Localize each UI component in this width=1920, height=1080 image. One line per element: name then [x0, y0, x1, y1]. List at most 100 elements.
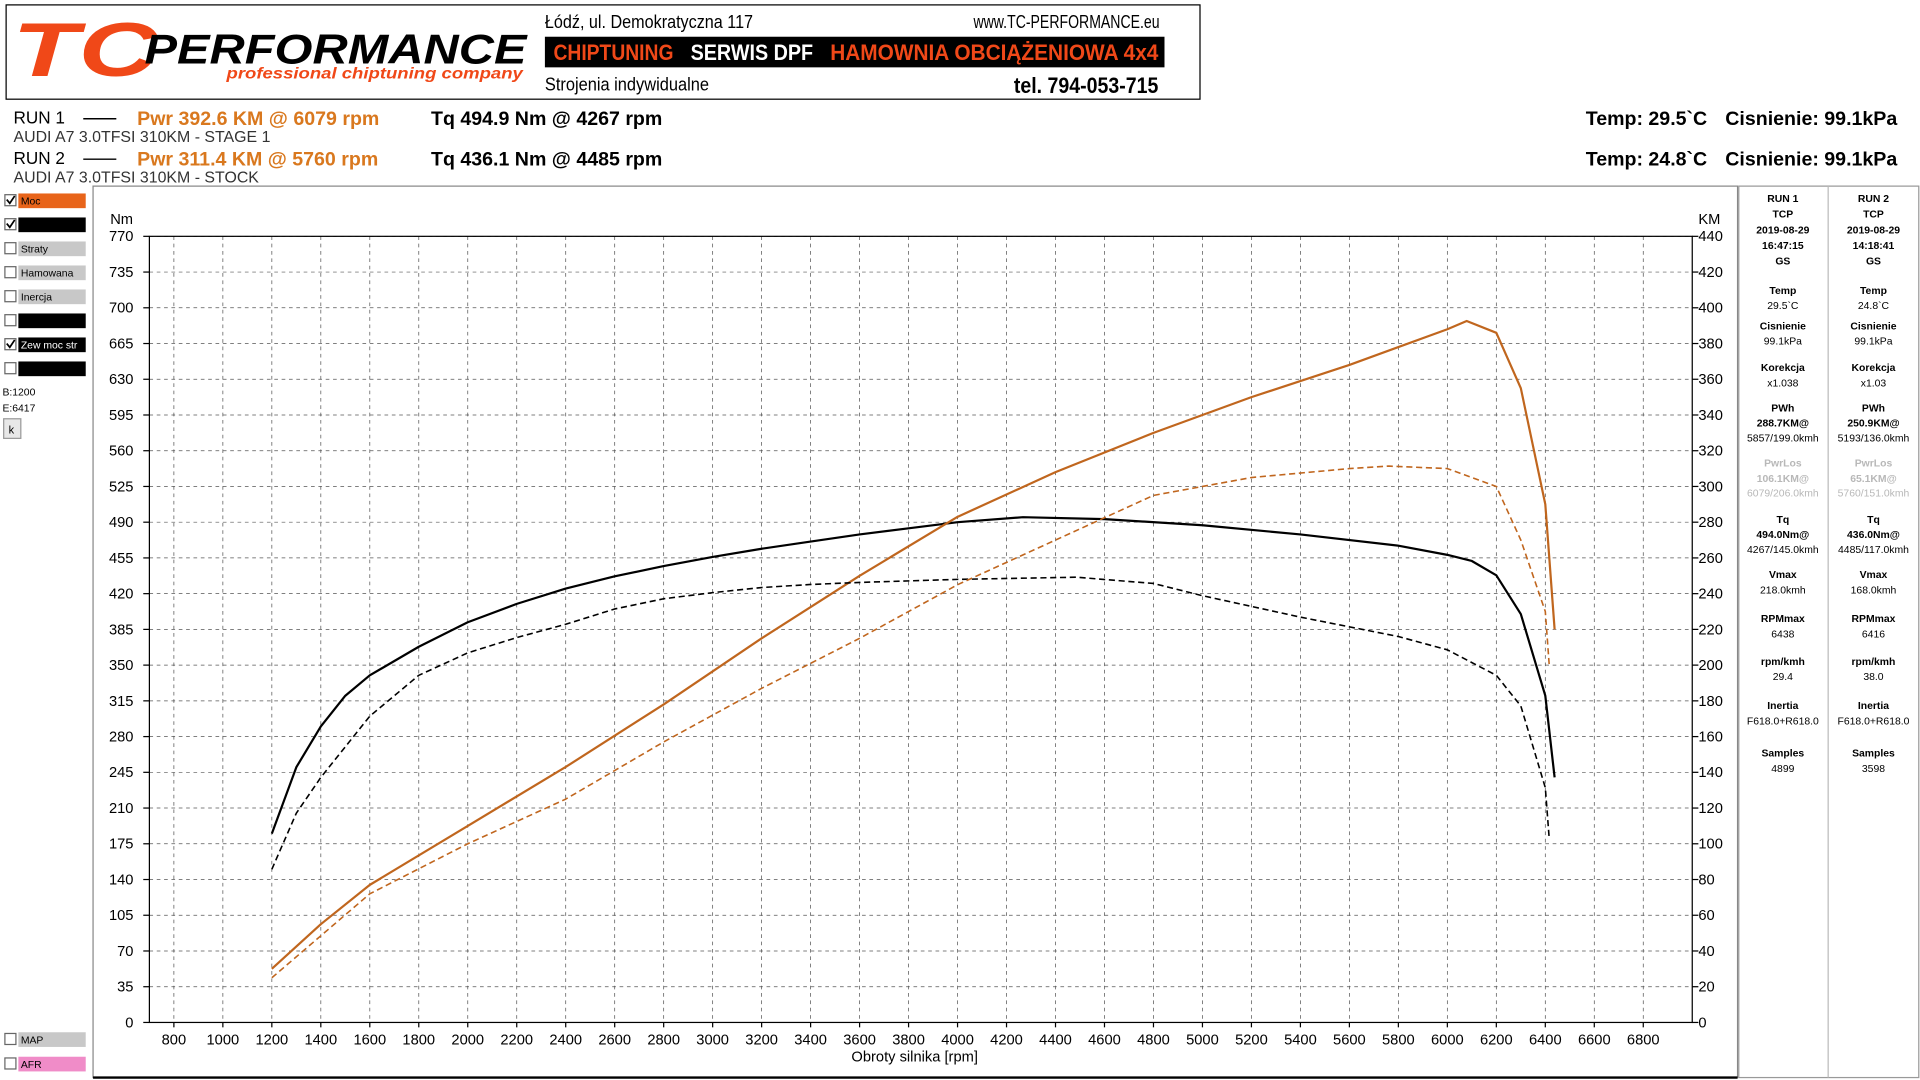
stats-label: rpm/kmh — [1761, 657, 1805, 668]
checkbox-label: MAP — [21, 1035, 44, 1046]
x-tick-label: 3800 — [892, 1032, 925, 1048]
stats-head: TCP — [1863, 210, 1884, 221]
y2-tick-label: 220 — [1698, 622, 1723, 638]
stats-value: 288.7KM@ — [1757, 419, 1809, 430]
checkbox-label: Straty — [21, 244, 49, 255]
y-tick-label: 280 — [109, 729, 134, 745]
x-tick-label: 5000 — [1186, 1032, 1219, 1048]
x-axis-label: Obroty silnika [rpm] — [851, 1050, 978, 1066]
stats-value: 168.0kmh — [1851, 585, 1897, 596]
x-tick-label: 1400 — [304, 1032, 337, 1048]
y2-tick-label: 180 — [1698, 694, 1723, 710]
stats-head: 16:47:15 — [1762, 241, 1804, 252]
checkbox-label: Hamowana — [21, 268, 74, 279]
x-tick-label: 800 — [162, 1032, 187, 1048]
checkbox — [4, 1032, 17, 1046]
checkbox-label: Zew moc str — [21, 340, 78, 351]
run-info: RUN 1 Pwr 392.6 KM @ 6079 rpm Tq 494.9 Nm … — [13, 108, 1898, 187]
side-panel: Moc Straty Hamowana Inercja Zew moc str B:120… — [2, 193, 86, 1072]
color-swatch — [18, 193, 86, 209]
stats-label: RPMmax — [1852, 614, 1896, 625]
y2-tick-label: 200 — [1698, 658, 1723, 674]
color-swatch — [18, 313, 86, 329]
run-label: RUN 1 — [13, 108, 64, 128]
y-tick-label: 630 — [109, 372, 134, 388]
stats-value: 24.8`C — [1858, 300, 1890, 312]
stats-label: PwrLos — [1855, 459, 1893, 470]
color-swatch — [18, 1032, 86, 1047]
chart-frame — [92, 185, 1739, 1079]
data-line — [271, 319, 1556, 970]
y-tick-label: 455 — [109, 551, 134, 567]
checkbox-label: Moc — [21, 196, 41, 207]
y2-tick-label: 60 — [1698, 908, 1714, 924]
x-tick-label: 6400 — [1529, 1032, 1562, 1048]
stats-value: 4267/145.0kmh — [1747, 545, 1819, 556]
address: Łódź, ul. Demokratyczna 117 — [545, 11, 753, 32]
stats-value: 218.0kmh — [1760, 585, 1806, 596]
x-tick-label: 4800 — [1137, 1032, 1170, 1048]
y-tick-label: 560 — [109, 444, 134, 460]
y2-tick-label: 440 — [1698, 229, 1723, 245]
y-tick-label: 175 — [109, 837, 134, 853]
checkmark — [6, 339, 16, 349]
stats-head: 14:18:41 — [1853, 241, 1895, 252]
stats-label: Tq — [1777, 515, 1790, 526]
stats-value: 3598 — [1862, 764, 1885, 775]
stats-head: TCP — [1772, 210, 1793, 221]
button[interactable] — [3, 418, 22, 439]
y2-tick-label: 20 — [1698, 980, 1714, 996]
stats-head: GS — [1866, 257, 1881, 268]
run-temp: Temp: 29.5`C — [1586, 108, 1707, 130]
y-tick-label: 385 — [109, 622, 134, 638]
x-tick-label: 6800 — [1627, 1032, 1660, 1048]
logo-performance: PERFORMANCE — [144, 26, 527, 73]
stats-value: 5193/136.0kmh — [1838, 433, 1910, 444]
x-tick-label: 3200 — [745, 1032, 778, 1048]
y2-tick-label: 240 — [1698, 587, 1723, 603]
data-line — [271, 576, 1551, 870]
stats-label: Korekcja — [1761, 363, 1805, 374]
stats-label: Tq — [1867, 515, 1880, 526]
run-pressure: Cisnienie: 99.1kPa — [1725, 108, 1898, 130]
service: SERWIS DPF — [691, 40, 813, 65]
stats-value: x1.038 — [1767, 378, 1798, 389]
run-pressure: Cisnienie: 99.1kPa — [1725, 148, 1898, 170]
stats-value: 38.0 — [1863, 672, 1883, 683]
stats-label: Temp — [1769, 286, 1796, 297]
y2-tick-label: 0 — [1698, 1015, 1706, 1031]
y2-tick-label: 360 — [1698, 372, 1723, 388]
checkmark — [6, 219, 16, 229]
tuning-note: Strojenia indywidualne — [545, 74, 709, 95]
stats-label: PWh — [1862, 403, 1885, 414]
stats-value: 99.1kPa — [1854, 337, 1892, 348]
stats-label: Vmax — [1769, 570, 1797, 581]
checkbox-label: Inercja — [21, 292, 52, 303]
stats-label: Korekcja — [1852, 363, 1896, 374]
service: HAMOWNIA OBCIĄŻENIOWA 4x4 — [830, 40, 1159, 65]
checkbox-label: AFR — [21, 1060, 42, 1071]
stats-value: 6079/206.0kmh — [1747, 489, 1819, 500]
stats-value: 436.0Nm@ — [1847, 530, 1900, 541]
y-tick-label: 315 — [109, 694, 134, 710]
x-tick-label: 2000 — [451, 1032, 484, 1048]
data-line — [270, 516, 1556, 834]
stats-head: RUN 2 — [1858, 194, 1889, 205]
y-tick-label: 105 — [109, 908, 134, 924]
y2-tick-label: 260 — [1698, 551, 1723, 567]
y2-tick-label: 160 — [1698, 729, 1723, 745]
service: CHIPTUNING — [553, 40, 673, 65]
x-tick-label: 4000 — [941, 1032, 974, 1048]
y2-tick-label: 340 — [1698, 408, 1723, 424]
stats-value: 4485/117.0kmh — [1838, 545, 1909, 556]
y2-axis-label: KM — [1698, 212, 1720, 228]
chart: 0 35 70 105 140 175 210 245 280 315 350 385 420 455 49… — [109, 212, 1723, 1066]
range-begin: B:1200 — [2, 388, 35, 399]
stats-label: RPMmax — [1761, 614, 1805, 625]
y2-tick-label: 380 — [1698, 336, 1723, 352]
x-tick-label: 5400 — [1284, 1032, 1317, 1048]
run-torque: Tq 494.9 Nm @ 4267 rpm — [431, 108, 662, 130]
logo-tc: TC — [12, 8, 158, 93]
run-vehicle: AUDI A7 3.0TFSI 310KM - STOCK — [13, 169, 259, 186]
